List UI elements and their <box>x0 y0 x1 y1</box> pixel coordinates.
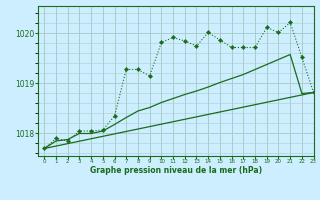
X-axis label: Graphe pression niveau de la mer (hPa): Graphe pression niveau de la mer (hPa) <box>90 166 262 175</box>
